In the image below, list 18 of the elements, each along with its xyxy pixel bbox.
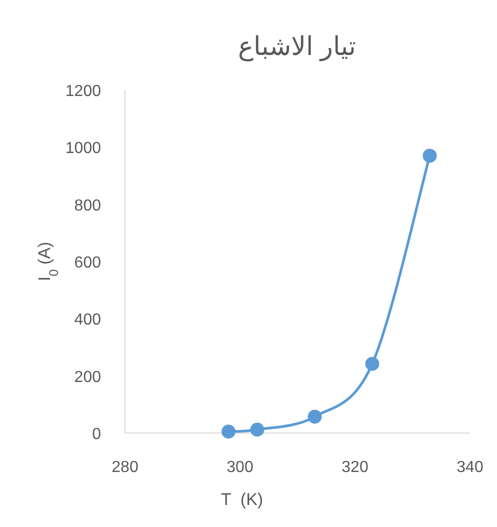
x-tick-label: 340	[456, 459, 484, 476]
y-tick-label: 800	[74, 197, 102, 214]
y-tick-label: 0	[92, 426, 102, 443]
point	[222, 424, 236, 439]
y-tick-label: 600	[74, 254, 102, 272]
x-tick-label: 300	[226, 459, 254, 476]
x-tick-label: 320	[342, 459, 368, 476]
y-tick-label: 400	[74, 312, 102, 329]
point	[308, 410, 322, 424]
point	[365, 356, 380, 371]
y-tick-label: 1000	[65, 140, 102, 158]
x-tick-label: 280	[112, 459, 138, 476]
y-tick-label: 1200	[65, 83, 102, 100]
chart-title: تيار الاشباع	[238, 31, 356, 62]
y-tick-label: 200	[74, 368, 102, 386]
point	[422, 148, 437, 163]
x-axis-title: T (K)	[220, 490, 264, 509]
point	[250, 422, 264, 437]
